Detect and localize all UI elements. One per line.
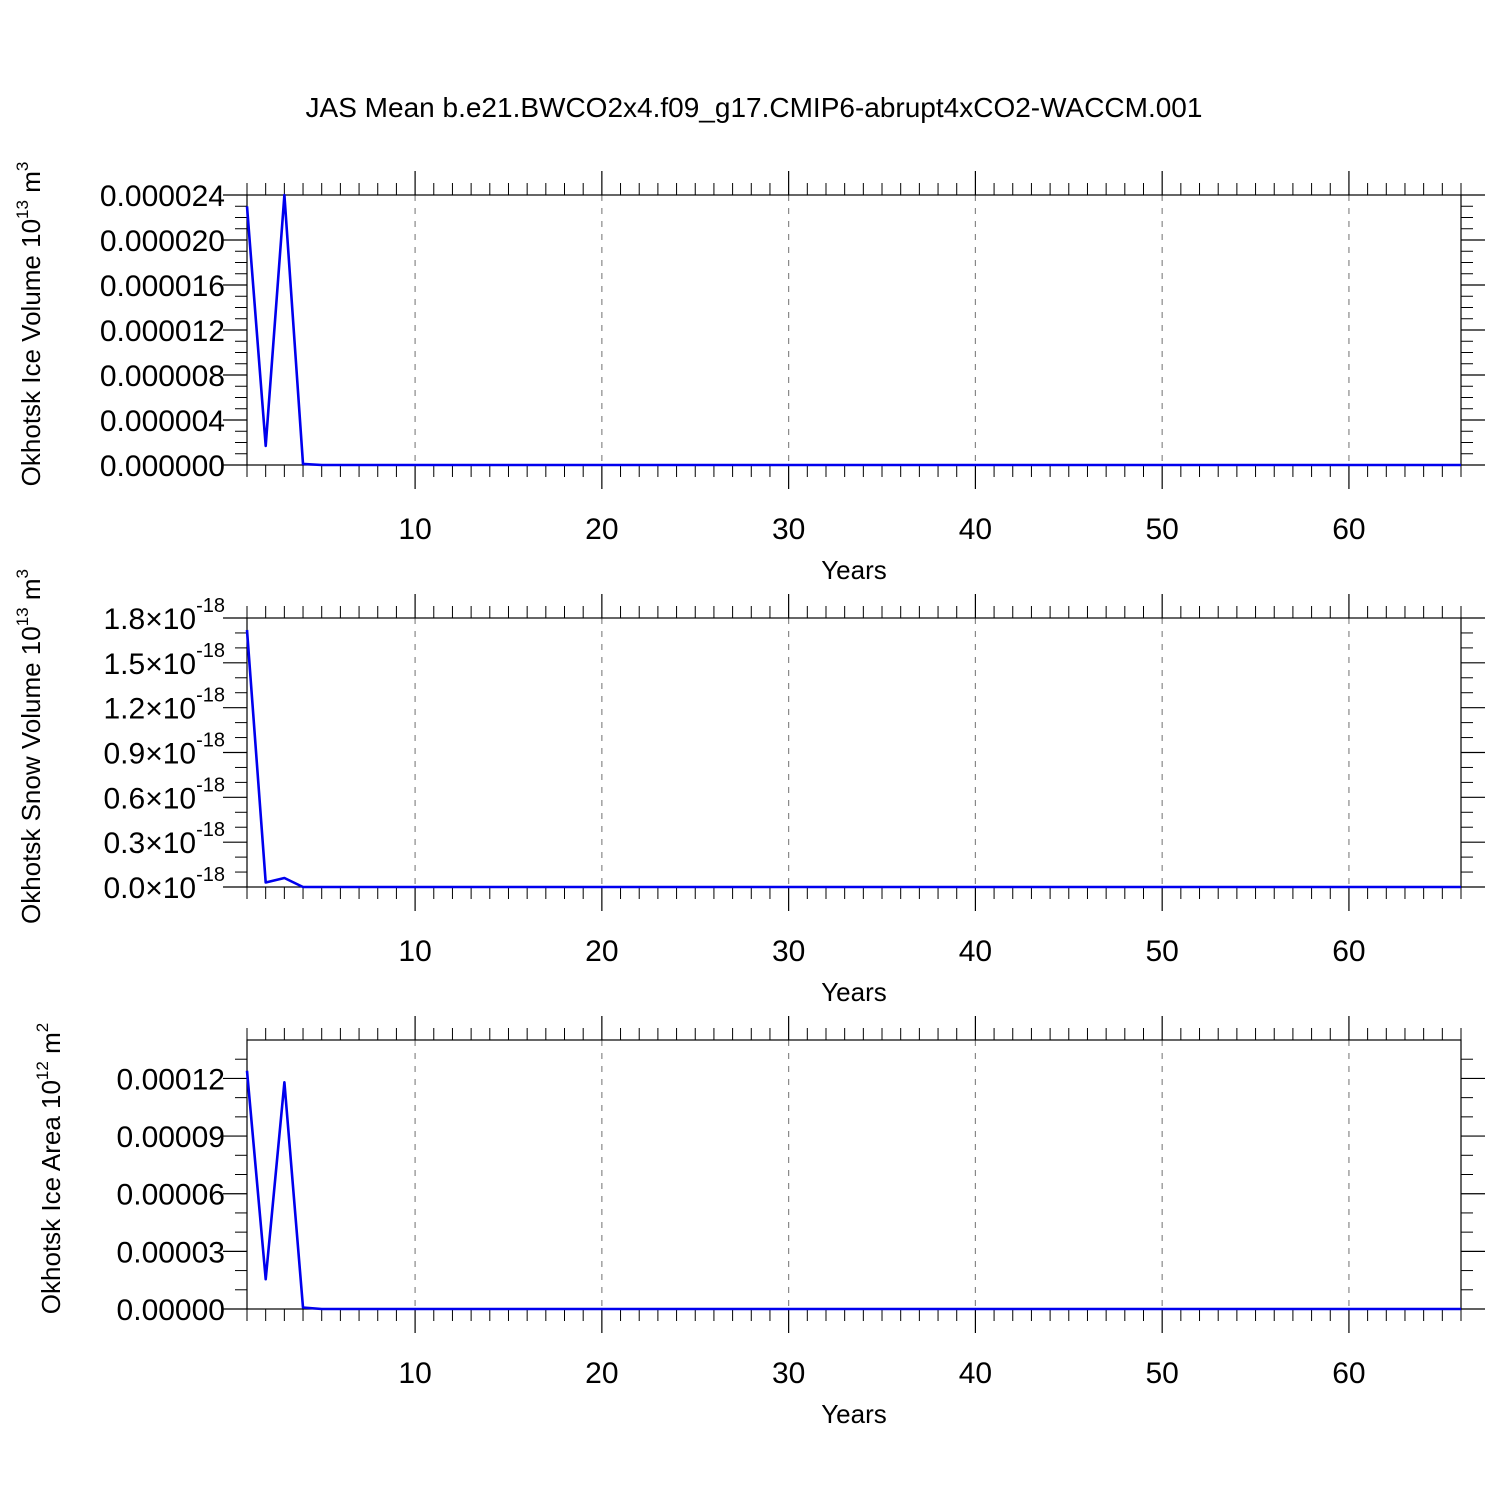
y-tick-label: 0.000024	[100, 180, 225, 213]
x-tick-label: 20	[585, 1357, 618, 1390]
plot-frame	[246, 194, 1462, 466]
x-tick-label: 40	[959, 513, 992, 546]
y-axis-label-unit-exponent: 3	[13, 162, 32, 171]
x-tick-label: 10	[398, 513, 431, 546]
series-line-1	[245, 1070, 1461, 1311]
y-tick-label: 0.00012	[117, 1063, 225, 1096]
x-tick-label: 50	[1145, 513, 1178, 546]
series-line-1	[245, 193, 1461, 467]
y-axis-label: Okhotsk Snow Volume 1013 m3	[13, 569, 46, 924]
y-tick-exponent: -18	[196, 819, 225, 841]
plot-frame	[246, 1039, 1462, 1310]
x-axis-label: Years	[821, 977, 887, 1007]
y-tick-label: 0.6×10-18	[104, 774, 226, 815]
y-tick-label: 1.8×10-18	[104, 595, 226, 636]
y-axis-label-exponent: 12	[33, 1061, 52, 1080]
y-tick-label: 0.000016	[100, 270, 225, 303]
x-tick-label: 40	[959, 935, 992, 968]
y-tick-label: 0.0×10-18	[104, 864, 226, 905]
y-tick-label: 0.00006	[117, 1179, 225, 1212]
y-axis-label: Okhotsk Ice Volume 1013 m3	[13, 162, 46, 487]
x-tick-label: 50	[1145, 1357, 1178, 1390]
y-axis-label-unit-exponent: 3	[13, 569, 32, 578]
y-axis-label-exponent: 13	[13, 607, 32, 626]
y-tick-exponent: -18	[196, 595, 225, 617]
y-tick-label: 0.3×10-18	[104, 819, 226, 860]
y-tick-label: 0.00009	[117, 1121, 225, 1154]
y-axis-label-unit: m	[36, 1032, 66, 1061]
panel-3: 10 20 30 40 50 60 0.00000 0.00003 0.00006 0.00009…	[33, 1016, 1485, 1429]
figure-title: JAS Mean b.e21.BWCO2x4.f09_g17.CMIP6-abr…	[305, 92, 1203, 123]
y-axis-label-unit: m	[16, 171, 46, 200]
y-tick-label: 0.000004	[100, 405, 225, 438]
x-tick-label: 10	[398, 1357, 431, 1390]
y-tick-label: 0.00003	[117, 1236, 225, 1269]
y-tick-exponent: -18	[196, 640, 225, 662]
x-tick-label: 30	[772, 513, 805, 546]
x-tick-label: 30	[772, 1357, 805, 1390]
series-line-1	[245, 629, 1461, 889]
plot-frame	[246, 617, 1462, 888]
x-tick-label: 20	[585, 935, 618, 968]
x-tick-label: 60	[1332, 935, 1365, 968]
y-tick-exponent: -18	[196, 774, 225, 796]
x-tick-label: 60	[1332, 1357, 1365, 1390]
x-tick-label: 60	[1332, 513, 1365, 546]
panel-2: 10 20 30 40 50 60 0.0×10-180.3×10-180.6×10-180…	[13, 569, 1485, 1007]
y-tick-exponent: -18	[196, 685, 225, 707]
y-axis-label-unit-exponent: 2	[33, 1023, 52, 1032]
x-tick-label: 50	[1145, 935, 1178, 968]
x-tick-label: 30	[772, 935, 805, 968]
y-tick-exponent: -18	[196, 730, 225, 752]
x-tick-label: 20	[585, 513, 618, 546]
y-tick-label: 0.000000	[100, 450, 225, 483]
y-tick-label: 1.2×10-18	[104, 685, 226, 726]
y-tick-label: 0.000020	[100, 225, 225, 258]
x-tick-label: 10	[398, 935, 431, 968]
y-tick-label: 1.5×10-18	[104, 640, 226, 681]
x-tick-label: 40	[959, 1357, 992, 1390]
y-tick-label: 0.00000	[117, 1294, 225, 1327]
y-tick-label: 0.000012	[100, 315, 225, 348]
y-tick-label: 0.000008	[100, 360, 225, 393]
y-axis-label-exponent: 13	[13, 200, 32, 219]
y-axis-label: Okhotsk Ice Area 1012 m2	[33, 1023, 66, 1314]
x-axis-label: Years	[821, 1399, 887, 1429]
y-tick-label: 0.9×10-18	[104, 730, 226, 771]
y-tick-exponent: -18	[196, 864, 225, 886]
panel-1: 10 20 30 40 50 60 0.000000 0.000004 0.000008 0.00…	[13, 162, 1485, 585]
x-axis-label: Years	[821, 555, 887, 585]
y-axis-label-unit: m	[16, 578, 46, 607]
